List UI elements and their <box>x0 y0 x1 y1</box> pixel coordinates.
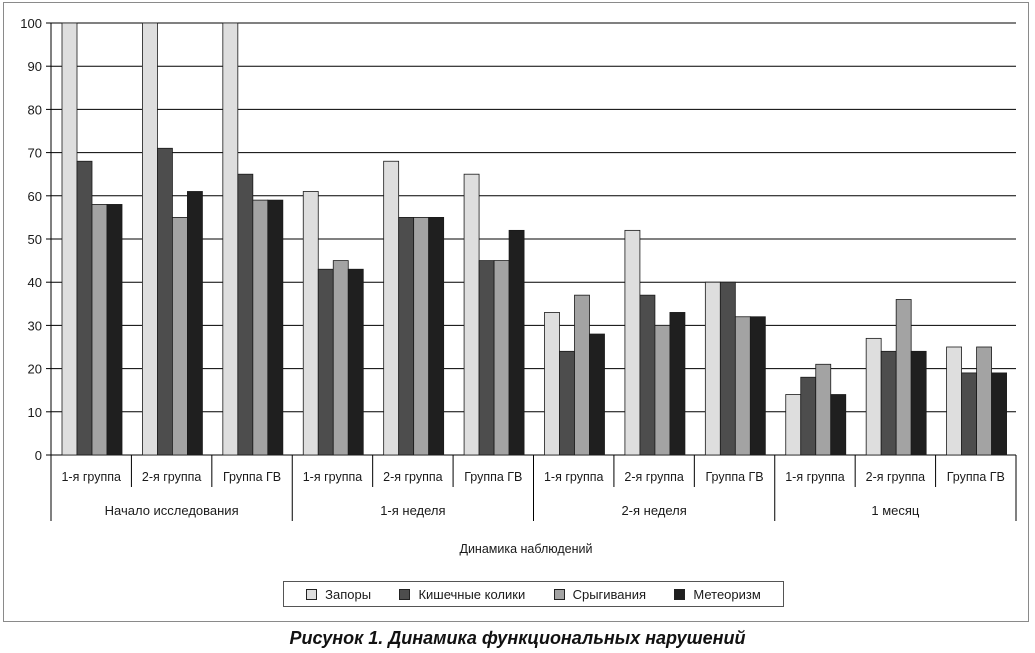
group-label: 1-я неделя <box>380 503 445 518</box>
bar <box>991 372 1007 456</box>
bar <box>865 337 882 456</box>
bar <box>157 147 173 456</box>
bar <box>398 216 415 456</box>
category-label: Группа ГВ <box>947 470 1005 484</box>
bar <box>734 316 751 456</box>
legend-swatch <box>399 588 411 600</box>
bar <box>589 333 605 456</box>
bar <box>463 173 480 456</box>
group-label: 1 месяц <box>871 503 920 518</box>
category-label: 2-я группа <box>383 470 443 484</box>
bar <box>187 191 203 456</box>
bar <box>785 394 802 456</box>
bar <box>302 191 319 456</box>
category-label: Группа ГВ <box>223 470 281 484</box>
legend-item: Кишечные колики <box>399 587 525 602</box>
bar <box>961 372 977 456</box>
bar <box>493 260 510 456</box>
bar <box>815 363 832 456</box>
bar <box>237 173 254 456</box>
bar <box>76 160 93 456</box>
bar <box>800 376 817 456</box>
chart: 0 10 20 30 40 50 60 70 80 90 100 1-я группа 2-я груп… <box>20 16 1017 556</box>
bar <box>267 199 284 456</box>
bar <box>91 204 108 456</box>
bar <box>347 268 364 456</box>
bar <box>172 216 188 456</box>
bar <box>946 346 962 456</box>
category-label: 1-я группа <box>544 470 604 484</box>
x-axis-title: Динамика наблюдений <box>459 542 592 556</box>
legend: Запоры Кишечные колики Срыгивания Метеоризм <box>283 581 784 607</box>
y-tick-label: 60 <box>28 189 42 204</box>
group-label: 2-я неделя <box>621 503 686 518</box>
bar <box>142 22 158 456</box>
bar <box>880 350 897 456</box>
category-label: Группа ГВ <box>464 470 522 484</box>
category-label: 2-я группа <box>142 470 202 484</box>
bar <box>332 260 349 456</box>
y-tick-label: 90 <box>28 59 42 74</box>
legend-label: Запоры <box>325 586 372 602</box>
group-label: Начало исследования <box>105 503 239 518</box>
y-tick-label: 30 <box>28 318 42 333</box>
bar <box>624 229 641 456</box>
category-label: 2-я группа <box>624 470 684 484</box>
category-label: 2-я группа <box>866 470 926 484</box>
bar <box>559 350 575 456</box>
legend-label: Кишечные колики <box>418 586 526 602</box>
legend-swatch <box>553 588 565 600</box>
legend-swatch <box>306 588 318 600</box>
bar <box>895 299 912 456</box>
category-label: Группа ГВ <box>705 470 763 484</box>
bar <box>478 260 495 456</box>
bar <box>669 312 686 456</box>
y-tick-label: 70 <box>28 146 42 161</box>
bar <box>654 324 671 456</box>
y-tick-label: 80 <box>28 102 42 117</box>
bar <box>719 281 736 456</box>
legend-label: Срыгивания <box>572 586 647 602</box>
y-tick-label: 40 <box>28 275 42 290</box>
figure-caption: Рисунок 1. Динамика функциональных наруш… <box>289 628 746 648</box>
y-tick-label: 10 <box>28 405 42 420</box>
category-label: 1-я группа <box>61 470 121 484</box>
bar <box>383 160 400 456</box>
bar <box>252 199 269 456</box>
bar <box>639 294 656 456</box>
bar <box>317 268 334 456</box>
y-tick-label: 50 <box>28 232 42 247</box>
bar <box>910 350 927 456</box>
bar <box>830 394 847 456</box>
category-label: 1-я группа <box>785 470 845 484</box>
y-tick-label: 100 <box>20 16 42 31</box>
legend-swatch <box>674 588 686 600</box>
bar <box>749 316 766 456</box>
y-tick-label: 20 <box>28 362 42 377</box>
bar <box>413 216 430 456</box>
bar <box>508 229 525 456</box>
legend-item: Запоры <box>306 587 371 602</box>
bar <box>574 294 590 456</box>
y-tick-label: 0 <box>35 448 42 463</box>
bar <box>428 216 445 456</box>
category-label: 1-я группа <box>303 470 363 484</box>
legend-label: Метеоризм <box>693 586 761 602</box>
bar <box>222 22 239 456</box>
legend-item: Срыгивания <box>553 586 647 602</box>
bar <box>976 346 992 456</box>
bar <box>704 281 721 456</box>
bar <box>106 204 123 456</box>
bar <box>544 312 560 456</box>
legend-item: Метеоризм <box>674 586 761 602</box>
bar <box>61 22 78 456</box>
